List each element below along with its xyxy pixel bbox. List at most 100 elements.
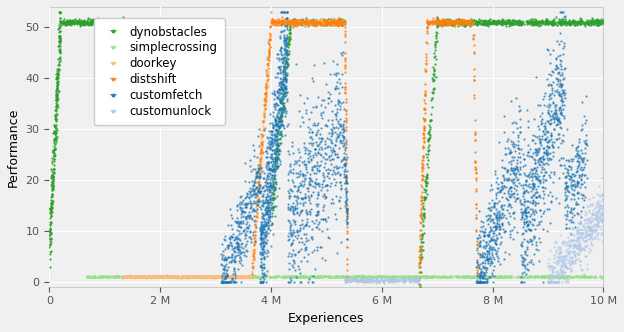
Point	[47, 174, 57, 180]
Point	[306, 21, 316, 27]
Point	[428, 91, 438, 96]
Point	[361, 277, 371, 283]
Point	[271, 19, 281, 24]
Point	[528, 186, 538, 192]
Point	[270, 21, 280, 26]
Point	[547, 273, 557, 279]
Point	[197, 274, 207, 280]
Point	[512, 125, 522, 131]
Point	[250, 218, 260, 223]
Point	[558, 253, 568, 259]
Point	[256, 240, 266, 245]
Point	[175, 274, 185, 280]
Point	[322, 21, 332, 26]
Point	[411, 277, 421, 282]
Point	[281, 37, 291, 42]
Point	[280, 17, 290, 22]
Point	[236, 202, 246, 207]
Point	[267, 205, 277, 210]
Point	[68, 17, 78, 22]
Point	[264, 189, 274, 194]
Point	[294, 212, 304, 217]
Point	[417, 162, 427, 167]
Point	[413, 278, 423, 283]
Point	[439, 18, 449, 23]
Point	[524, 172, 534, 177]
Point	[555, 157, 565, 163]
Point	[467, 19, 477, 24]
Point	[258, 261, 268, 266]
Point	[283, 274, 293, 279]
Point	[542, 128, 552, 133]
Point	[337, 19, 347, 25]
Point	[110, 274, 120, 279]
Point	[257, 279, 267, 284]
Point	[433, 20, 443, 25]
Point	[411, 278, 421, 283]
Point	[419, 206, 429, 211]
Point	[503, 220, 513, 225]
Point	[475, 279, 485, 284]
Point	[224, 274, 234, 279]
Point	[475, 251, 485, 257]
Point	[306, 18, 316, 24]
Point	[321, 20, 331, 25]
Point	[280, 54, 290, 59]
Point	[487, 252, 497, 257]
Point	[255, 190, 265, 196]
Point	[562, 266, 572, 271]
Point	[340, 277, 350, 283]
Point	[578, 192, 588, 198]
Point	[410, 276, 420, 281]
Point	[421, 60, 431, 65]
Point	[265, 23, 275, 29]
Point	[290, 158, 300, 163]
Point	[241, 274, 251, 280]
Point	[270, 150, 280, 156]
Point	[235, 250, 245, 255]
Point	[418, 154, 428, 159]
Point	[547, 132, 557, 137]
Point	[160, 274, 170, 279]
Point	[547, 156, 557, 162]
Point	[191, 274, 201, 279]
Point	[336, 18, 346, 24]
Point	[301, 239, 311, 244]
Point	[544, 274, 553, 279]
Point	[572, 158, 582, 163]
Point	[459, 18, 469, 24]
Point	[529, 251, 539, 256]
Point	[230, 274, 240, 279]
Point	[421, 151, 431, 156]
Point	[422, 171, 432, 176]
Point	[337, 22, 347, 27]
Point	[389, 278, 399, 283]
Point	[305, 275, 314, 280]
Point	[145, 274, 155, 279]
Point	[471, 205, 481, 210]
Point	[495, 274, 505, 279]
Point	[276, 18, 286, 24]
Point	[512, 191, 522, 197]
Point	[367, 275, 377, 280]
Point	[494, 274, 504, 279]
Point	[534, 221, 544, 226]
Point	[338, 19, 348, 25]
Point	[140, 274, 150, 280]
Point	[581, 238, 591, 243]
Point	[236, 214, 246, 220]
Point	[485, 21, 495, 26]
Point	[342, 237, 352, 242]
Point	[324, 154, 334, 159]
Point	[548, 149, 558, 155]
Point	[281, 21, 291, 27]
Point	[571, 153, 581, 158]
Point	[76, 21, 85, 27]
Point	[460, 19, 470, 24]
Point	[341, 96, 351, 102]
Point	[386, 278, 396, 284]
Point	[451, 19, 461, 24]
Point	[280, 16, 290, 21]
Point	[278, 69, 288, 75]
Point	[243, 212, 253, 217]
